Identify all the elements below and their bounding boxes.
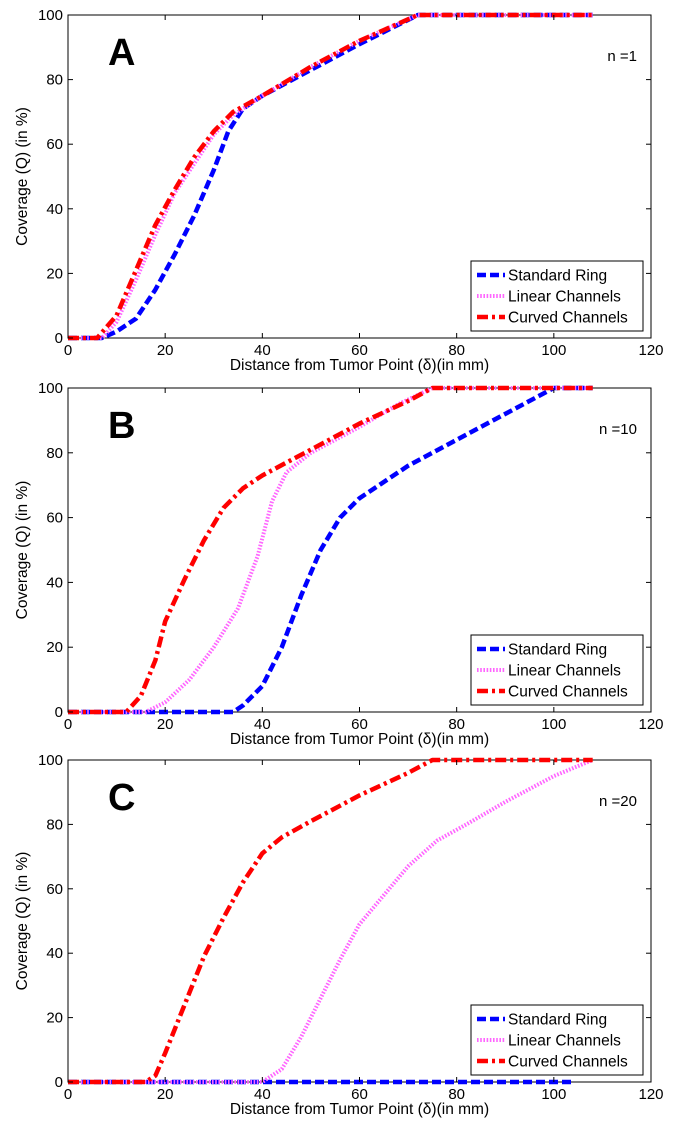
x-tick-label: 80 bbox=[448, 342, 465, 359]
legend-label: Standard Ring bbox=[508, 642, 607, 659]
y-tick-label: 40 bbox=[46, 574, 63, 591]
x-tick-label: 80 bbox=[448, 1086, 465, 1103]
series-line-curved-channels bbox=[68, 12, 593, 341]
y-tick-label: 0 bbox=[55, 704, 63, 721]
x-tick-label: 20 bbox=[157, 1086, 174, 1103]
x-axis-label: Distance from Tumor Point (δ)(in mm) bbox=[230, 1101, 489, 1118]
legend-label: Curved Channels bbox=[508, 1054, 628, 1071]
y-tick-label: 40 bbox=[46, 201, 63, 218]
x-axis-label: Distance from Tumor Point (δ)(in mm) bbox=[230, 731, 489, 748]
x-tick-label: 80 bbox=[448, 716, 465, 733]
y-tick-label: 20 bbox=[46, 1010, 63, 1027]
n-annotation: n =20 bbox=[599, 793, 637, 810]
n-annotation: n =1 bbox=[607, 48, 637, 65]
chart-panel-c: 0 20 40 60 80 100 120 0 20 40 60 80 100 Distance from… bbox=[14, 752, 664, 1118]
legend-label: Curved Channels bbox=[508, 684, 628, 701]
x-tick-label: 100 bbox=[541, 1086, 566, 1103]
x-tick-label: 0 bbox=[64, 716, 72, 733]
series-line-linear-channels bbox=[68, 758, 594, 1084]
x-tick-label: 0 bbox=[64, 342, 72, 359]
legend-label: Standard Ring bbox=[508, 1012, 607, 1029]
panel-label: C bbox=[108, 777, 135, 819]
x-tick-label: 60 bbox=[351, 342, 368, 359]
y-tick-label: 80 bbox=[46, 72, 63, 89]
y-tick-label: 20 bbox=[46, 265, 63, 282]
x-tick-label: 100 bbox=[541, 716, 566, 733]
series-line-standard-ring bbox=[68, 385, 593, 715]
chart-panel-b: 0 20 40 60 80 100 120 0 20 40 60 80 100 Distance from… bbox=[14, 380, 664, 748]
panel-label: B bbox=[108, 405, 135, 447]
series-line-standard-ring bbox=[68, 12, 593, 341]
legend: Standard Ring Linear Channels Curved Chann… bbox=[470, 260, 644, 332]
x-axis-label: Distance from Tumor Point (δ)(in mm) bbox=[230, 357, 489, 374]
y-tick-label: 60 bbox=[46, 881, 63, 898]
x-tick-label: 60 bbox=[351, 716, 368, 733]
y-axis-label: Coverage (Q) (in %) bbox=[14, 852, 31, 991]
y-tick-label: 100 bbox=[38, 380, 63, 397]
x-tick-label: 120 bbox=[638, 716, 663, 733]
x-tick-label: 20 bbox=[157, 716, 174, 733]
y-tick-label: 0 bbox=[55, 1074, 63, 1091]
x-tick-label: 40 bbox=[254, 716, 271, 733]
y-tick-label: 60 bbox=[46, 510, 63, 527]
x-tick-label: 120 bbox=[638, 342, 663, 359]
legend-label: Curved Channels bbox=[508, 310, 628, 327]
n-annotation: n =10 bbox=[599, 421, 637, 438]
y-tick-label: 40 bbox=[46, 945, 63, 962]
series-line-linear-channels bbox=[68, 386, 593, 714]
x-tick-label: 20 bbox=[157, 342, 174, 359]
y-tick-label: 100 bbox=[38, 7, 63, 24]
panel-label: A bbox=[108, 32, 135, 74]
y-axis-label: Coverage (Q) (in %) bbox=[14, 107, 31, 246]
x-tick-label: 40 bbox=[254, 342, 271, 359]
legend: Standard Ring Linear Channels Curved Chann… bbox=[470, 1004, 644, 1076]
series-line-curved-channels bbox=[68, 757, 593, 1085]
series-line-linear-channels bbox=[68, 13, 593, 340]
y-tick-label: 60 bbox=[46, 136, 63, 153]
x-tick-label: 100 bbox=[541, 342, 566, 359]
legend-label: Linear Channels bbox=[508, 1033, 621, 1050]
legend-label: Linear Channels bbox=[508, 663, 621, 680]
y-tick-label: 20 bbox=[46, 639, 63, 656]
y-tick-label: 80 bbox=[46, 816, 63, 833]
chart-panel-a: 0 20 40 60 80 100 120 0 20 40 60 80 100 Distance from… bbox=[14, 7, 664, 374]
x-tick-label: 0 bbox=[64, 1086, 72, 1103]
y-tick-label: 100 bbox=[38, 752, 63, 769]
legend-label: Linear Channels bbox=[508, 289, 621, 306]
x-tick-label: 120 bbox=[638, 1086, 663, 1103]
legend: Standard Ring Linear Channels Curved Chann… bbox=[470, 634, 644, 706]
y-axis-label: Coverage (Q) (in %) bbox=[14, 481, 31, 620]
y-tick-label: 0 bbox=[55, 330, 63, 347]
y-tick-label: 80 bbox=[46, 445, 63, 462]
x-tick-label: 60 bbox=[351, 1086, 368, 1103]
legend-label: Standard Ring bbox=[508, 268, 607, 285]
x-tick-label: 40 bbox=[254, 1086, 271, 1103]
